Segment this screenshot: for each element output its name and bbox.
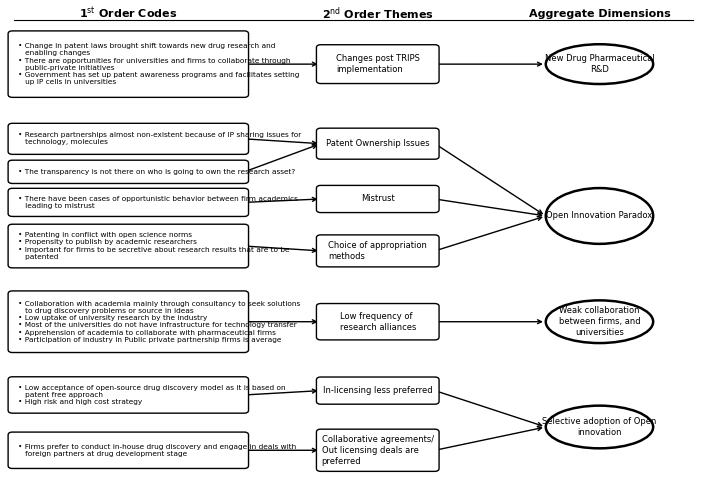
Text: • Patenting in conflict with open science norms
• Propensity to publish by acade: • Patenting in conflict with open scienc… [18,232,289,260]
Text: 1$^{\mathsf{st}}$ Order Codes: 1$^{\mathsf{st}}$ Order Codes [79,6,177,21]
FancyBboxPatch shape [317,45,439,84]
FancyBboxPatch shape [8,224,249,268]
Ellipse shape [546,300,653,343]
FancyBboxPatch shape [8,377,249,413]
Ellipse shape [546,44,653,84]
Text: Open Innovation Paradox: Open Innovation Paradox [547,211,653,220]
Text: • The transparency is not there on who is going to own the research asset?: • The transparency is not there on who i… [18,169,295,175]
Text: Weak collaboration
between firms, and
universities: Weak collaboration between firms, and un… [559,306,641,337]
Ellipse shape [546,188,653,244]
Text: • Change in patent laws brought shift towards new drug research and
   enabling : • Change in patent laws brought shift to… [18,43,299,85]
Text: • Collaboration with academia mainly through consultancy to seek solutions
   to: • Collaboration with academia mainly thr… [18,300,300,343]
Text: Choice of appropriation
methods: Choice of appropriation methods [328,241,427,261]
FancyBboxPatch shape [8,123,249,154]
FancyBboxPatch shape [8,291,249,352]
FancyBboxPatch shape [8,31,249,98]
FancyBboxPatch shape [317,128,439,159]
FancyBboxPatch shape [317,429,439,471]
Text: Low frequency of
research alliances: Low frequency of research alliances [339,312,416,332]
FancyBboxPatch shape [317,186,439,212]
Text: New Drug Pharmaceutical
R&D: New Drug Pharmaceutical R&D [544,54,655,74]
FancyBboxPatch shape [317,377,439,404]
Text: Selective adoption of Open
innovation: Selective adoption of Open innovation [542,417,657,437]
FancyBboxPatch shape [8,432,249,468]
Text: In-licensing less preferred: In-licensing less preferred [323,386,433,395]
Text: Mistrust: Mistrust [361,195,395,203]
Text: Patent Ownership Issues: Patent Ownership Issues [326,139,430,148]
FancyBboxPatch shape [8,160,249,184]
Text: Changes post TRIPS
implementation: Changes post TRIPS implementation [336,54,420,74]
Text: Collaborative agreements/
Out licensing deals are
preferred: Collaborative agreements/ Out licensing … [322,435,434,465]
Text: • Firms prefer to conduct in-house drug discovery and engage in deals with
   fo: • Firms prefer to conduct in-house drug … [18,444,296,457]
Ellipse shape [546,405,653,448]
Text: Aggregate Dimensions: Aggregate Dimensions [529,9,670,19]
FancyBboxPatch shape [317,235,439,267]
FancyBboxPatch shape [317,303,439,340]
Text: 2$^{\mathsf{nd}}$ Order Themes: 2$^{\mathsf{nd}}$ Order Themes [322,5,434,22]
FancyBboxPatch shape [8,188,249,216]
Text: • Low acceptance of open-source drug discovery model as it is based on
   patent: • Low acceptance of open-source drug dis… [18,385,286,405]
Text: • There have been cases of opportunistic behavior between firm academics
   lead: • There have been cases of opportunistic… [18,196,298,209]
Text: • Research partnerships almost non-existent because of IP sharing issues for
   : • Research partnerships almost non-exist… [18,132,301,146]
